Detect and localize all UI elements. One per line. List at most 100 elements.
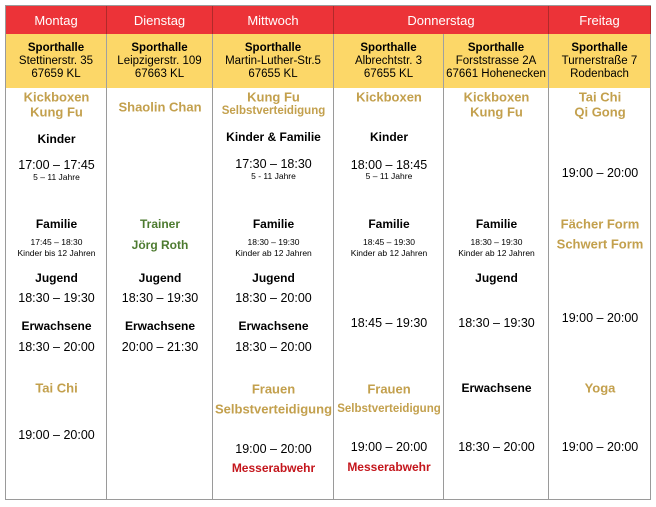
- column-divider: [106, 88, 107, 499]
- venue-cell: Sporthalle Forststrasse 2A 67661 Hohenecke…: [444, 34, 549, 88]
- schedule-time-text: 17:30 – 18:30: [235, 157, 312, 171]
- column-divider: [548, 88, 549, 499]
- schedule-time-text: 18:30 – 19:30: [121, 291, 199, 305]
- schedule-sport-text: Kung Fu: [470, 104, 523, 120]
- schedule-group-text: Kinder: [369, 130, 409, 144]
- day-header-donnerstag: Donnerstag: [334, 6, 549, 34]
- schedule-group-text: Familie: [35, 217, 78, 231]
- schedule-note-text: Kinder ab 12 Jahren: [235, 248, 312, 258]
- schedule-sport-text: Kung Fu: [30, 104, 83, 120]
- schedule-time-text: 17:00 – 17:45: [18, 158, 95, 172]
- schedule-note-text: 18:30 – 19:30: [470, 237, 523, 247]
- schedule-time-text: 19:00 – 20:00: [350, 440, 428, 454]
- schedule-sport-sm-text: Selbstverteidigung: [221, 105, 326, 117]
- schedule-group-text: Erwachsene: [238, 319, 309, 333]
- column-divider: [212, 88, 213, 499]
- column-divider: [333, 88, 334, 499]
- schedule-sport-text: Selbstverteidigung: [214, 401, 333, 417]
- venue-address-line: 67655 KL: [363, 67, 414, 80]
- venue-cell: Sporthalle Turnerstraße 7 Rodenbach: [549, 34, 651, 88]
- schedule-group-text: Erwachsene: [461, 381, 532, 395]
- schedule-time-text: 19:00 – 20:00: [18, 428, 95, 442]
- schedule-time-text: 18:45 – 19:30: [350, 316, 428, 330]
- venue-address-line: Forststrasse 2A: [455, 54, 537, 67]
- schedule-time-text: 19:00 – 20:00: [561, 166, 639, 180]
- schedule-time-text: 18:30 – 20:00: [458, 440, 535, 454]
- schedule-sport-text: Schwert Form: [556, 236, 644, 252]
- venue-address-line: Albrechtstr. 3: [354, 54, 423, 67]
- schedule-group-text: Erwachsene: [124, 319, 196, 333]
- schedule-warning-text: Messerabwehr: [231, 461, 316, 475]
- day-header-freitag: Freitag: [549, 6, 651, 34]
- schedule-note-text: 18:45 – 19:30: [363, 237, 415, 247]
- venue-name: Sporthalle: [360, 41, 417, 54]
- venue-address-line: Martin-Luther-Str.5: [225, 54, 321, 67]
- schedule-sport-text: Qi Gong: [574, 104, 626, 120]
- schedule-sport-text: Tai Chi: [578, 89, 622, 105]
- venue-address-line: 67659 KL: [31, 67, 81, 80]
- venue-address-line: Leipzigerstr. 109: [117, 54, 202, 67]
- schedule-sport-text: Frauen: [367, 381, 411, 397]
- schedule-time-text: 18:30 – 19:30: [458, 316, 535, 330]
- schedule-sport-text: Frauen: [251, 381, 296, 397]
- venue-name: Sporthalle: [131, 41, 188, 54]
- schedule-note-text: 5 - 11 Jahre: [251, 171, 296, 181]
- schedule-group-text: Kinder: [37, 132, 76, 146]
- column-divider: [443, 88, 444, 499]
- schedule-time-text: 19:00 – 20:00: [561, 440, 639, 454]
- schedule-group-text: Jugend: [252, 271, 295, 285]
- schedule-sport-text: Yoga: [584, 380, 616, 396]
- schedule-note-text: Kinder bis 12 Jahren: [17, 248, 96, 258]
- schedule-sport-text: Tai Chi: [35, 380, 78, 396]
- schedule-time-text: 19:00 – 20:00: [561, 311, 639, 325]
- schedule-sport-text: Kickboxen: [23, 89, 90, 105]
- venue-name: Sporthalle: [571, 41, 628, 54]
- venue-cell: Sporthalle Martin-Luther-Str.5 67655 KL: [213, 34, 334, 88]
- schedule-time-text: 20:00 – 21:30: [121, 340, 199, 354]
- schedule-group-text: Kinder & Familie: [226, 130, 321, 144]
- schedule-group-text: Jugend: [475, 271, 518, 285]
- schedule-note-text: Kinder ab 12 Jahren: [458, 248, 535, 258]
- schedule-group-text: Familie: [252, 217, 295, 231]
- schedule-sport-text: Shaolin Chan: [118, 99, 202, 115]
- schedule-time-text: 18:30 – 20:00: [235, 291, 312, 305]
- schedule-group-text: Familie: [475, 217, 518, 231]
- schedule-time-text: 18:30 – 19:30: [18, 291, 95, 305]
- venue-address-line: 67661 Hohenecken: [446, 67, 546, 80]
- schedule-table: Montag Dienstag Mittwoch Donnerstag Freitag S…: [5, 5, 651, 500]
- schedule-note-text: 5 – 11 Jahre: [33, 172, 80, 182]
- venue-name: Sporthalle: [244, 41, 302, 54]
- day-header-montag: Montag: [6, 6, 107, 34]
- venue-name: Sporthalle: [467, 41, 525, 54]
- schedule-note-text: 18:30 – 19:30: [247, 237, 300, 247]
- day-header-mittwoch: Mittwoch: [213, 6, 334, 34]
- schedule-sport-text: Kickboxen: [356, 89, 422, 105]
- schedule-group-text: Jugend: [35, 271, 78, 285]
- schedule-group-text: Erwachsene: [21, 319, 92, 333]
- schedule-time-text: 18:30 – 20:00: [18, 340, 95, 354]
- venue-address-line: Turnerstraße 7: [561, 54, 638, 67]
- schedule-note-text: Kinder ab 12 Jahren: [350, 248, 428, 258]
- venue-cell: Sporthalle Stettinerstr. 35 67659 KL: [6, 34, 107, 88]
- schedule-time-text: 18:30 – 20:00: [235, 340, 312, 354]
- schedule-time-text: 19:00 – 20:00: [235, 442, 312, 456]
- schedule-sport-sm-text: Selbstverteidigung: [337, 403, 441, 415]
- schedule-sport-text: Kickboxen: [463, 89, 530, 105]
- schedule-note-text: 5 – 11 Jahre: [365, 171, 413, 181]
- schedule-group-text: Familie: [368, 217, 410, 231]
- venue-name: Sporthalle: [27, 41, 85, 54]
- venue-cell: Sporthalle Albrechtstr. 3 67655 KL: [334, 34, 444, 88]
- day-header-dienstag: Dienstag: [107, 6, 213, 34]
- schedule-trainer-text: Jörg Roth: [131, 238, 189, 252]
- venue-address-line: 67655 KL: [248, 67, 298, 80]
- venue-address-line: Rodenbach: [570, 67, 629, 80]
- schedule-note-text: 17:45 – 18:30: [30, 237, 83, 247]
- schedule-time-text: 18:00 – 18:45: [350, 158, 428, 172]
- schedule-sport-text: Kung Fu: [247, 89, 300, 105]
- schedule-trainer-text: Trainer: [139, 217, 181, 231]
- venue-address-line: Stettinerstr. 35: [18, 54, 94, 67]
- venue-cell: Sporthalle Leipzigerstr. 109 67663 KL: [107, 34, 213, 88]
- venue-address-line: 67663 KL: [134, 67, 185, 80]
- schedule-group-text: Jugend: [138, 271, 182, 285]
- schedule-sport-text: Fächer Form: [560, 216, 640, 232]
